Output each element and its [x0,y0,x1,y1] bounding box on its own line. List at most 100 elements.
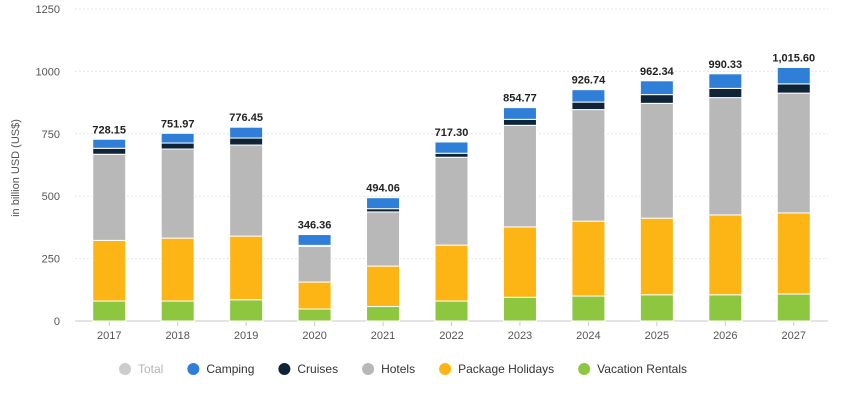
bar-segment[interactable] [776,212,811,295]
legend-item[interactable]: Hotels [362,362,415,376]
legend-marker [578,363,591,375]
legend-item[interactable]: Package Holidays [439,362,554,376]
x-tick-label: 2024 [576,330,600,342]
bar-segment[interactable] [571,101,606,111]
bar-segment[interactable] [434,156,469,246]
bar-segment[interactable] [229,235,264,301]
bar-segment[interactable] [92,153,127,241]
bar-segment[interactable] [708,97,743,216]
bar-segment[interactable] [229,126,264,139]
bar-segment[interactable] [160,142,195,150]
bar-segment[interactable] [160,148,195,239]
bar-segment[interactable] [639,217,674,296]
bar-segment[interactable] [502,124,537,228]
total-data-label: 346.36 [298,220,332,232]
bar-segment[interactable] [297,234,332,246]
bar-segment[interactable] [502,226,537,298]
bar-segment[interactable] [571,220,606,297]
bar-segment[interactable] [502,107,537,120]
bar-segment[interactable] [571,295,606,322]
bar-segment[interactable] [160,237,195,302]
legend: Total Camping Cruises Hotels Package Holiday… [119,362,687,376]
total-data-label: 1,015.60 [772,53,815,65]
total-data-label: 494.06 [366,183,400,195]
total-data-label: 728.15 [92,124,126,136]
total-data-label: 717.30 [435,127,469,139]
bar-segment[interactable] [502,118,537,126]
bar-segment[interactable] [92,138,127,149]
bar-segment[interactable] [434,152,469,158]
y-axis-title: in billion USD (US$) [10,119,22,217]
x-tick-label: 2019 [234,330,258,342]
bar-segment[interactable] [434,141,469,154]
bars [92,67,811,322]
bar-segment[interactable] [776,83,811,94]
y-tick-label: 0 [54,316,60,328]
bar-segment[interactable] [708,214,743,296]
legend-label: Vacation Rentals [597,362,687,376]
bar-segment[interactable] [708,87,743,99]
y-tick-label: 1250 [36,4,60,16]
legend-marker [187,363,200,375]
bar-segment[interactable] [366,265,401,308]
bar-segment[interactable] [160,300,195,322]
x-tick-label: 2018 [165,330,189,342]
bar-segment[interactable] [639,94,674,104]
x-tick-label: 2023 [508,330,532,342]
y-tick-label: 250 [42,254,60,266]
legend-marker [278,363,291,375]
bar-segment[interactable] [434,244,469,302]
y-tick-label: 500 [42,191,60,203]
x-tick-label: 2022 [439,330,463,342]
bar-segment[interactable] [297,281,332,310]
bar-segment[interactable] [639,80,674,96]
bar-segment[interactable] [297,245,332,283]
bar-segment[interactable] [366,197,401,210]
bar-segment[interactable] [639,294,674,322]
total-data-label: 926.74 [572,75,607,87]
bar-segment[interactable] [297,308,332,322]
total-data-label: 751.97 [161,118,195,130]
legend-item[interactable]: Camping [187,362,254,376]
x-tick-label: 2026 [713,330,737,342]
bar-segment[interactable] [571,89,606,103]
bar-segment[interactable] [366,306,401,322]
total-data-label: 776.45 [229,112,263,124]
y-tick-label: 1000 [36,66,60,78]
bar-segment[interactable] [571,109,606,222]
x-tick-label: 2025 [645,330,669,342]
bar-segment[interactable] [639,102,674,219]
bar-segment[interactable] [776,67,811,85]
legend-item[interactable]: Cruises [278,362,338,376]
x-tick-label: 2027 [782,330,806,342]
labels: 0 250 500 750 1000 1250 2017 728.15 2018 751.97 20… [36,4,816,342]
legend-label: Package Holidays [458,362,554,376]
bar-segment[interactable] [366,211,401,267]
legend-label: Camping [206,362,254,376]
legend-label: Cruises [297,362,338,376]
y-tick-label: 750 [42,129,60,141]
bar-segment[interactable] [92,239,127,302]
legend-label: Total [138,362,163,376]
bar-segment[interactable] [776,92,811,214]
total-data-label: 854.77 [503,93,537,105]
legend-marker [439,363,452,375]
legend-label: Hotels [381,362,415,376]
x-tick-label: 2021 [371,330,395,342]
bar-segment[interactable] [160,132,195,144]
bar-segment[interactable] [434,300,469,322]
bar-segment[interactable] [502,296,537,322]
legend-item[interactable]: Total [119,362,163,376]
bar-segment[interactable] [229,137,264,146]
legend-item[interactable]: Vacation Rentals [578,362,687,376]
bar-segment[interactable] [708,73,743,89]
bar-segment[interactable] [92,300,127,322]
bar-segment[interactable] [229,299,264,322]
bar-segment[interactable] [229,144,264,237]
total-data-label: 962.34 [640,66,675,78]
bar-segment[interactable] [708,294,743,322]
bar-segment[interactable] [92,147,127,155]
bar-segment[interactable] [776,293,811,322]
